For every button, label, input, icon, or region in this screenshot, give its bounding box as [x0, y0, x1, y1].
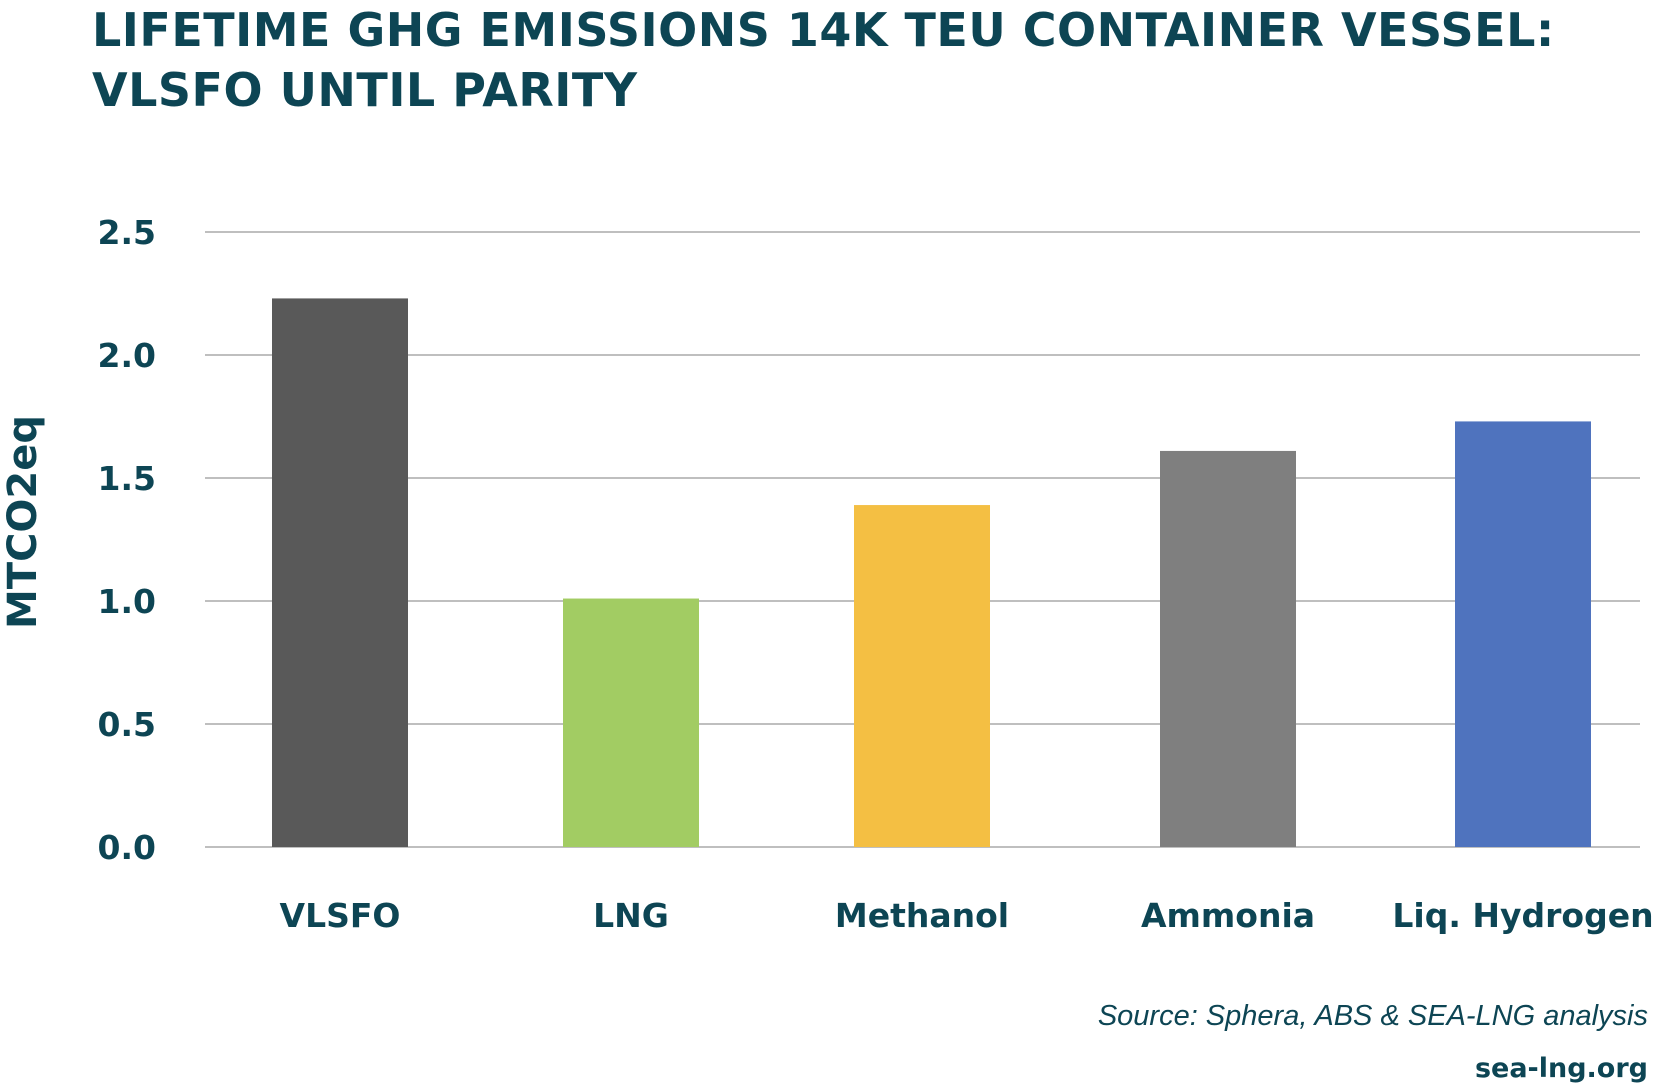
bar-liq-hydrogen: [1455, 421, 1591, 847]
bar-ammonia: [1160, 450, 1296, 847]
x-tick-label: Liq. Hydrogen: [1392, 896, 1653, 935]
bar-vlsfo: [272, 298, 408, 847]
y-tick-label: 2.0: [98, 336, 156, 375]
y-tick-label: 2.5: [98, 213, 156, 252]
x-tick-label: VLSFO: [280, 896, 401, 935]
chart-title-line-2: VLSFO UNTIL PARITY: [92, 63, 638, 117]
chart-title: LIFETIME GHG EMISSIONS 14K TEU CONTAINER…: [92, 0, 1632, 120]
website-label: sea-lng.org: [1474, 1053, 1648, 1084]
bar-chart: 0.0 0.5 1.0 1.5 2.0 2.5 VLSFO LNG Methanol Ammon…: [0, 213, 1654, 935]
x-tick-label: Methanol: [835, 896, 1009, 935]
chart-title-line-1: LIFETIME GHG EMISSIONS 14K TEU CONTAINER…: [92, 3, 1555, 57]
x-axis-tick-labels: VLSFO LNG Methanol Ammonia Liq. Hydrogen: [280, 896, 1654, 935]
y-tick-label: 1.5: [98, 459, 156, 498]
y-axis-label: MTCO2eq: [0, 415, 46, 629]
y-axis-tick-labels: 0.0 0.5 1.0 1.5 2.0 2.5: [98, 213, 156, 867]
y-tick-label: 0.5: [98, 705, 156, 744]
x-tick-label: LNG: [593, 896, 669, 935]
bar-lng: [563, 598, 699, 847]
source-note: Source: Sphera, ABS & SEA-LNG analysis: [1097, 1000, 1648, 1032]
y-tick-label: 1.0: [98, 582, 156, 621]
bars: [272, 298, 1591, 847]
x-tick-label: Ammonia: [1141, 896, 1315, 935]
bar-methanol: [854, 505, 990, 847]
y-tick-label: 0.0: [98, 828, 156, 867]
